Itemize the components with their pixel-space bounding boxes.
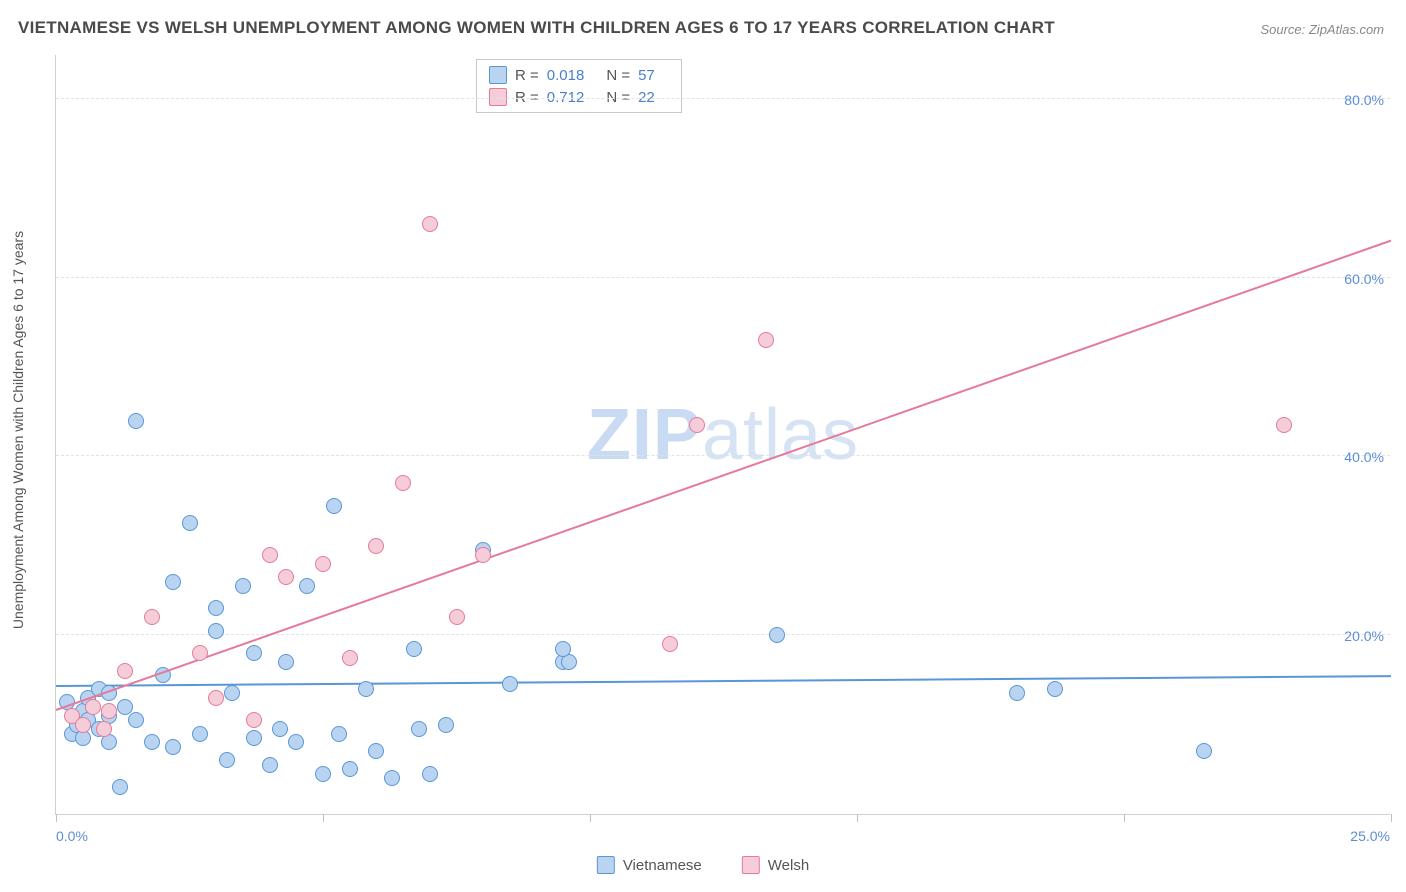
data-point: [331, 726, 347, 742]
data-point: [235, 578, 251, 594]
data-point: [144, 734, 160, 750]
y-tick-label: 40.0%: [1344, 449, 1384, 465]
data-point: [1276, 417, 1292, 433]
data-point: [208, 690, 224, 706]
x-tick: [1124, 814, 1125, 822]
x-tick: [857, 814, 858, 822]
stat-n-value: 57: [638, 67, 655, 84]
data-point: [555, 641, 571, 657]
trend-line: [56, 675, 1391, 687]
data-point: [278, 569, 294, 585]
legend-swatch: [742, 856, 760, 874]
data-point: [1196, 743, 1212, 759]
data-point: [272, 721, 288, 737]
data-point: [208, 623, 224, 639]
data-point: [192, 726, 208, 742]
legend-bottom: Vietnamese Welsh: [597, 856, 809, 874]
data-point: [246, 712, 262, 728]
data-point: [278, 654, 294, 670]
gridline-h: [56, 277, 1390, 278]
source-label: Source: ZipAtlas.com: [1260, 22, 1384, 37]
data-point: [342, 761, 358, 777]
legend-swatch: [489, 66, 507, 84]
data-point: [475, 547, 491, 563]
data-point: [315, 556, 331, 572]
data-point: [449, 609, 465, 625]
data-point: [165, 739, 181, 755]
data-point: [262, 547, 278, 563]
data-point: [662, 636, 678, 652]
data-point: [411, 721, 427, 737]
data-point: [689, 417, 705, 433]
data-point: [192, 645, 208, 661]
y-tick-label: 80.0%: [1344, 92, 1384, 108]
data-point: [299, 578, 315, 594]
data-point: [75, 717, 91, 733]
data-point: [96, 721, 112, 737]
data-point: [502, 676, 518, 692]
data-point: [85, 699, 101, 715]
data-point: [208, 600, 224, 616]
stat-r-value: 0.018: [547, 67, 585, 84]
data-point: [315, 766, 331, 782]
x-tick: [1391, 814, 1392, 822]
x-tick-label: 25.0%: [1350, 828, 1390, 844]
data-point: [422, 766, 438, 782]
legend-label: Vietnamese: [623, 857, 702, 874]
data-point: [422, 216, 438, 232]
plot-area: ZIPatlas R =0.018N =57R =0.712N =22 20.0…: [55, 55, 1390, 815]
y-tick-label: 20.0%: [1344, 628, 1384, 644]
data-point: [117, 663, 133, 679]
data-point: [395, 475, 411, 491]
data-point: [144, 609, 160, 625]
trend-line: [56, 240, 1392, 711]
stats-row: R = 0.018 N = 57: [489, 64, 669, 86]
gridline-h: [56, 98, 1390, 99]
watermark: ZIPatlas: [587, 394, 859, 476]
x-tick: [56, 814, 57, 822]
data-point: [262, 757, 278, 773]
legend-item: Welsh: [742, 856, 809, 874]
data-point: [1009, 685, 1025, 701]
data-point: [165, 574, 181, 590]
data-point: [406, 641, 422, 657]
data-point: [128, 712, 144, 728]
data-point: [1047, 681, 1063, 697]
y-tick-label: 60.0%: [1344, 271, 1384, 287]
x-tick-label: 0.0%: [56, 828, 88, 844]
data-point: [368, 538, 384, 554]
data-point: [342, 650, 358, 666]
data-point: [101, 703, 117, 719]
legend-swatch: [597, 856, 615, 874]
gridline-h: [56, 455, 1390, 456]
data-point: [128, 413, 144, 429]
data-point: [438, 717, 454, 733]
data-point: [112, 779, 128, 795]
x-tick: [323, 814, 324, 822]
data-point: [758, 332, 774, 348]
stats-legend-box: R =0.018N =57R =0.712N =22: [476, 59, 682, 113]
stat-r-label: R =: [515, 67, 539, 84]
data-point: [224, 685, 240, 701]
data-point: [219, 752, 235, 768]
data-point: [182, 515, 198, 531]
data-point: [326, 498, 342, 514]
y-axis-label: Unemployment Among Women with Children A…: [10, 231, 26, 629]
gridline-h: [56, 634, 1390, 635]
data-point: [368, 743, 384, 759]
data-point: [288, 734, 304, 750]
data-point: [246, 730, 262, 746]
stat-n-label: N =: [606, 67, 630, 84]
x-tick: [590, 814, 591, 822]
data-point: [384, 770, 400, 786]
legend-item: Vietnamese: [597, 856, 702, 874]
chart-title: VIETNAMESE VS WELSH UNEMPLOYMENT AMONG W…: [18, 18, 1055, 38]
legend-label: Welsh: [768, 857, 809, 874]
data-point: [358, 681, 374, 697]
watermark-zip: ZIP: [587, 395, 702, 475]
data-point: [769, 627, 785, 643]
data-point: [246, 645, 262, 661]
